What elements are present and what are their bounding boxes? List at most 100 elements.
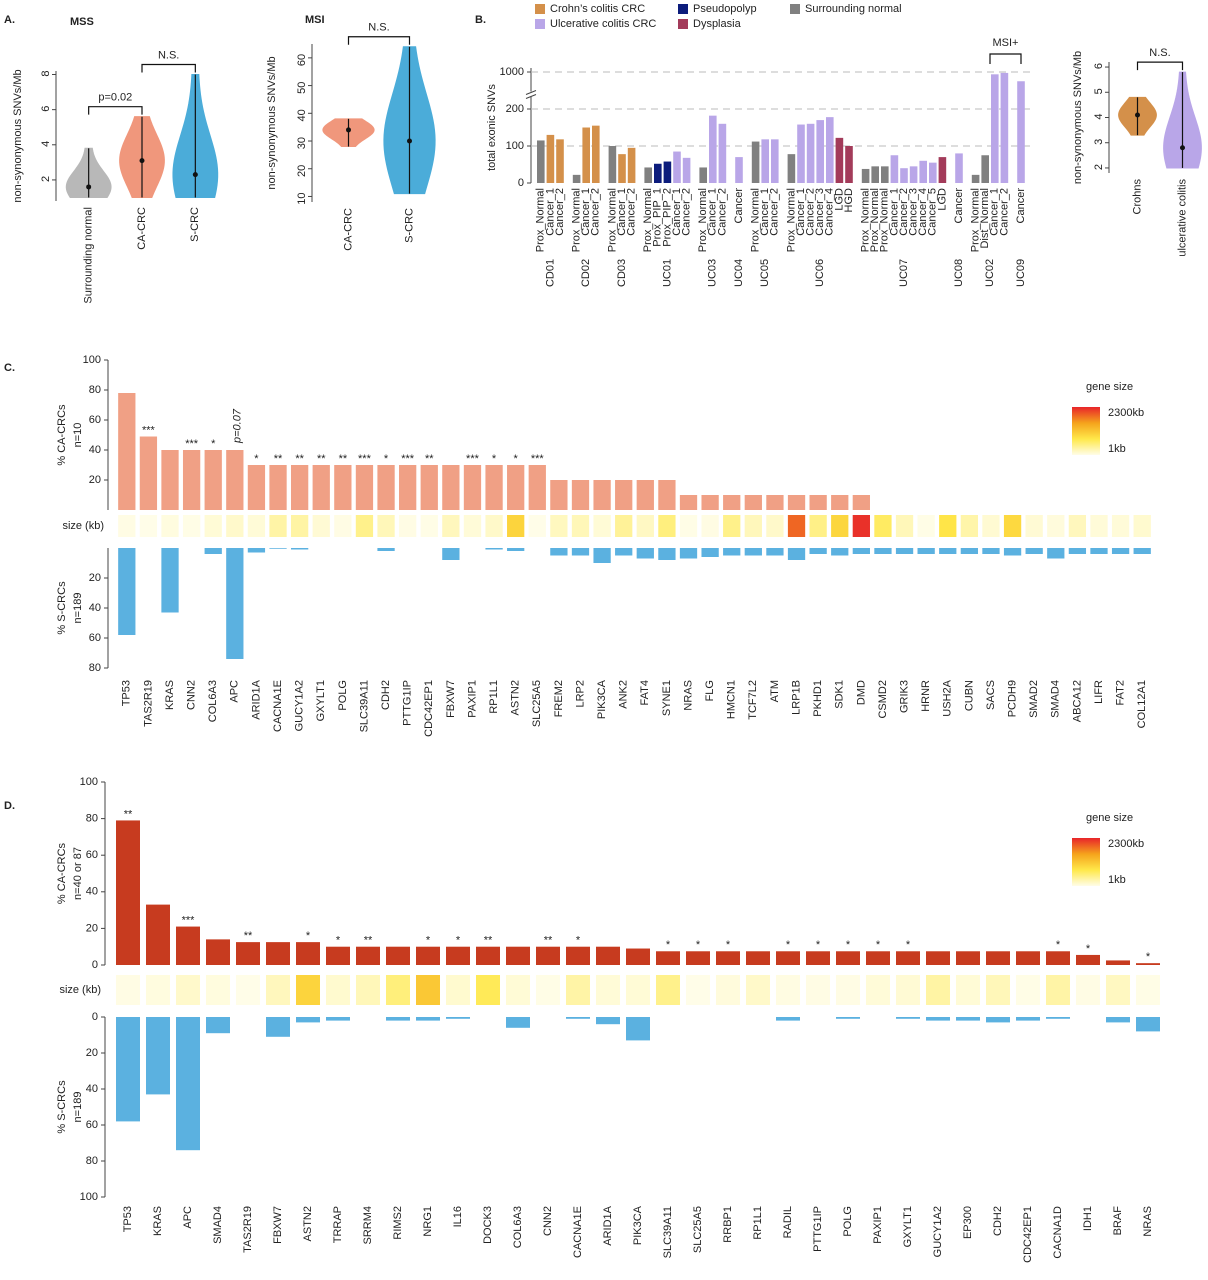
significance: * (211, 438, 216, 450)
bottom-bar (701, 548, 719, 557)
bottom-bar (593, 548, 611, 563)
top-bar (326, 946, 350, 965)
significance: * (786, 939, 791, 951)
size-row-label: size (kb) (62, 520, 104, 532)
top-bar (806, 951, 830, 965)
bar (861, 168, 870, 183)
x-tick-label: CDC42EP1 (423, 680, 435, 737)
bottom-bar (290, 548, 309, 550)
size-cell (446, 975, 470, 1005)
x-tick-label: CA-CRC (342, 208, 354, 251)
significance: ** (544, 935, 553, 947)
size-cell (917, 515, 935, 537)
x-tick-label: S-CRC (189, 207, 201, 242)
size-cell (896, 975, 920, 1005)
legend-label: Dysplasia (693, 18, 742, 30)
bar (909, 166, 918, 183)
x-tick-label: PCDH9 (1006, 680, 1018, 717)
top-bar (446, 946, 470, 965)
bar (981, 155, 989, 183)
bottom-bar (939, 548, 957, 554)
size-cell (593, 515, 611, 537)
x-tick-label: FLG (704, 680, 716, 701)
y-tick-label: 60 (296, 54, 308, 66)
x-tick-label: TRRAP (332, 1206, 344, 1243)
x-tick-label: PAXIP1 (466, 680, 478, 718)
bar (735, 157, 743, 183)
y-tick-label: 80 (89, 384, 101, 396)
size-cell (326, 975, 350, 1005)
top-bar (476, 946, 500, 965)
size-cell (766, 515, 784, 537)
group-label: UC06 (814, 259, 826, 287)
y-axis-sublabel: n=189 (72, 593, 84, 624)
significance: p=0.07 (232, 408, 244, 444)
bottom-bar (1025, 548, 1043, 554)
sample-label: Cancer_2 (898, 188, 910, 236)
top-bar (161, 450, 179, 510)
sample-label: Cancer_5 (927, 188, 939, 236)
group-label: UC02 (984, 259, 996, 287)
bottom-bar (776, 1017, 800, 1021)
sample-label: LGD (936, 188, 948, 211)
significance: * (876, 939, 881, 951)
top-bar (656, 951, 680, 965)
x-tick-label: PIK3CA (596, 679, 608, 719)
top-bar (658, 480, 676, 510)
sample-label: HGD (843, 188, 855, 213)
bar (845, 146, 853, 183)
size-cell (701, 515, 719, 537)
x-tick-label: SYNE1 (661, 680, 673, 716)
x-tick-label: CACNA1E (272, 680, 284, 732)
x-tick-label: EP300 (962, 1206, 974, 1239)
top-bar (116, 820, 140, 965)
size-cell (1111, 515, 1130, 537)
bottom-bar (766, 548, 784, 556)
top-bar (1046, 951, 1070, 965)
size-cell (312, 515, 330, 537)
size-cell (874, 515, 892, 537)
x-tick-label: USH2A (942, 679, 954, 716)
size-cell (960, 515, 979, 537)
significance: * (456, 935, 461, 947)
sample-label: Prox_Normal (535, 188, 547, 252)
legend-swatch (678, 19, 688, 29)
bottom-bar (226, 548, 244, 659)
size-cell (536, 975, 560, 1005)
size-cell (269, 515, 287, 537)
y-tick-label: 60 (86, 1119, 98, 1131)
size-cell (266, 975, 290, 1005)
bottom-bar (679, 548, 698, 559)
size-cell (296, 975, 320, 1005)
bottom-bar (386, 1017, 410, 1021)
bottom-bar (744, 548, 762, 556)
size-cell (679, 515, 698, 537)
significance: * (336, 935, 341, 947)
sample-label: Cancer_1 (544, 188, 556, 236)
x-tick-label: COL6A3 (512, 1206, 524, 1248)
top-bar (206, 939, 230, 965)
top-bar (776, 951, 800, 965)
sample-label: Cancer_2 (805, 188, 817, 236)
bar (751, 141, 760, 183)
x-tick-label: SLC25A5 (531, 680, 543, 727)
x-tick-label: DOCK3 (482, 1206, 494, 1244)
x-tick-label: POLG (842, 1206, 854, 1237)
sample-label: Prox_Normal (785, 188, 797, 252)
bracket (141, 63, 196, 73)
size-cell (356, 975, 380, 1005)
bottom-bar (926, 1017, 950, 1021)
bar (627, 147, 636, 183)
top-bar (716, 951, 740, 965)
top-bar (615, 480, 633, 510)
sample-label: Cancer_3 (814, 188, 826, 236)
x-tick-label: PTTG1IP (402, 680, 414, 726)
size-cell (139, 515, 158, 537)
bottom-bar (247, 548, 266, 553)
panel-label: B. (475, 14, 486, 26)
bar (1017, 81, 1025, 183)
bottom-bar (1016, 1017, 1040, 1021)
sample-label: Prox_Normal (970, 188, 982, 252)
x-tick-label: RADIL (782, 1206, 794, 1238)
top-bar (139, 436, 158, 510)
